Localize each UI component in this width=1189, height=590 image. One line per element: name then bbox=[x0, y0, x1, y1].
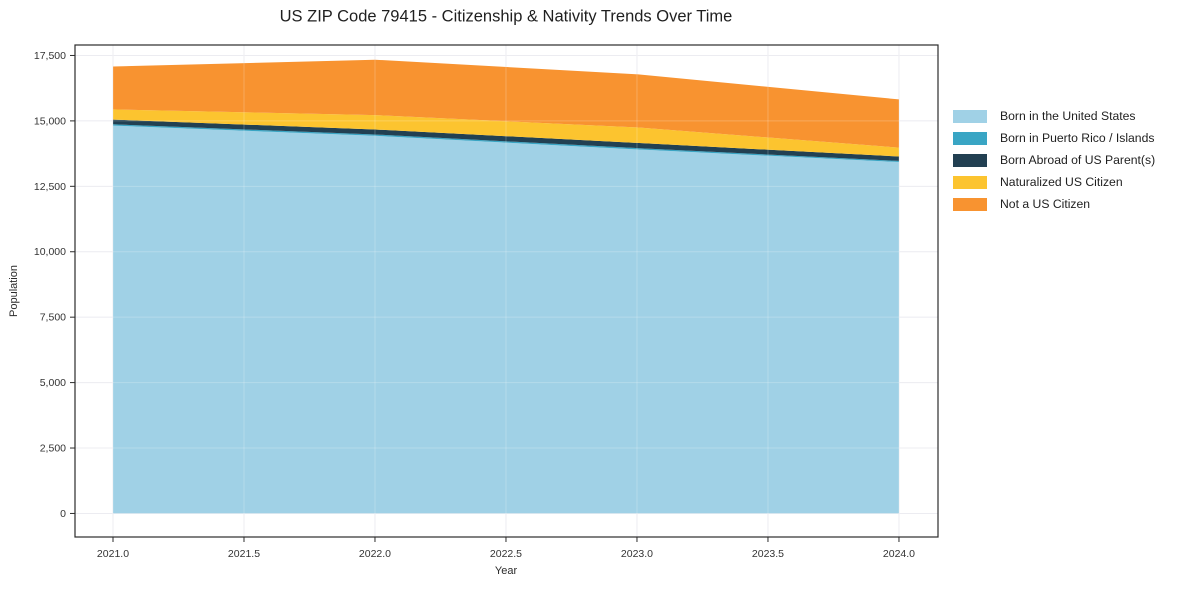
x-tick-label: 2021.5 bbox=[228, 548, 260, 560]
x-tick-label: 2024.0 bbox=[883, 548, 915, 560]
y-tick-label: 17,500 bbox=[34, 50, 66, 62]
x-tick-label: 2023.5 bbox=[752, 548, 784, 560]
legend-label: Born Abroad of US Parent(s) bbox=[1000, 153, 1156, 167]
y-tick-label: 5,000 bbox=[40, 377, 66, 389]
x-axis-title: Year bbox=[494, 565, 518, 577]
legend-swatch bbox=[953, 153, 987, 167]
y-tick-label: 0 bbox=[60, 508, 66, 520]
area-born-in-the-united-states bbox=[113, 125, 899, 514]
chart-title: US ZIP Code 79415 - Citizenship & Nativi… bbox=[279, 7, 733, 26]
legend-label: Naturalized US Citizen bbox=[1000, 175, 1123, 189]
legend-item: Born in the United States bbox=[953, 105, 1155, 127]
plot-frame bbox=[74, 44, 939, 538]
x-tick-label: 2023.0 bbox=[621, 548, 653, 560]
legend-swatch bbox=[953, 175, 987, 189]
y-tick-label: 2,500 bbox=[40, 443, 66, 455]
legend-label: Not a US Citizen bbox=[1000, 197, 1091, 211]
legend-swatch bbox=[953, 109, 987, 123]
legend-item: Naturalized US Citizen bbox=[953, 171, 1155, 193]
legend-item: Not a US Citizen bbox=[953, 193, 1155, 215]
x-tick-label: 2021.0 bbox=[97, 548, 129, 560]
x-tick-label: 2022.5 bbox=[490, 548, 522, 560]
legend-label: Born in the United States bbox=[1000, 109, 1136, 123]
area-born-in-puerto-rico-islands bbox=[113, 124, 899, 162]
y-tick-label: 10,000 bbox=[34, 246, 66, 258]
area-naturalized-us-citizen bbox=[113, 109, 899, 157]
legend-item: Born Abroad of US Parent(s) bbox=[953, 149, 1155, 171]
legend-swatch bbox=[953, 131, 987, 145]
legend-item: Born in Puerto Rico / Islands bbox=[953, 127, 1155, 149]
area-born-abroad-of-us-parent-s- bbox=[113, 119, 899, 161]
area-not-a-us-citizen bbox=[113, 59, 899, 148]
y-tick-label: 7,500 bbox=[40, 312, 66, 324]
y-tick-label: 15,000 bbox=[34, 115, 66, 127]
legend-swatch bbox=[953, 197, 987, 211]
x-tick-label: 2022.0 bbox=[359, 548, 391, 560]
y-tick-label: 12,500 bbox=[34, 181, 66, 193]
legend-label: Born in Puerto Rico / Islands bbox=[1000, 131, 1155, 145]
legend: Born in the United States Born in Puerto … bbox=[953, 105, 1155, 215]
